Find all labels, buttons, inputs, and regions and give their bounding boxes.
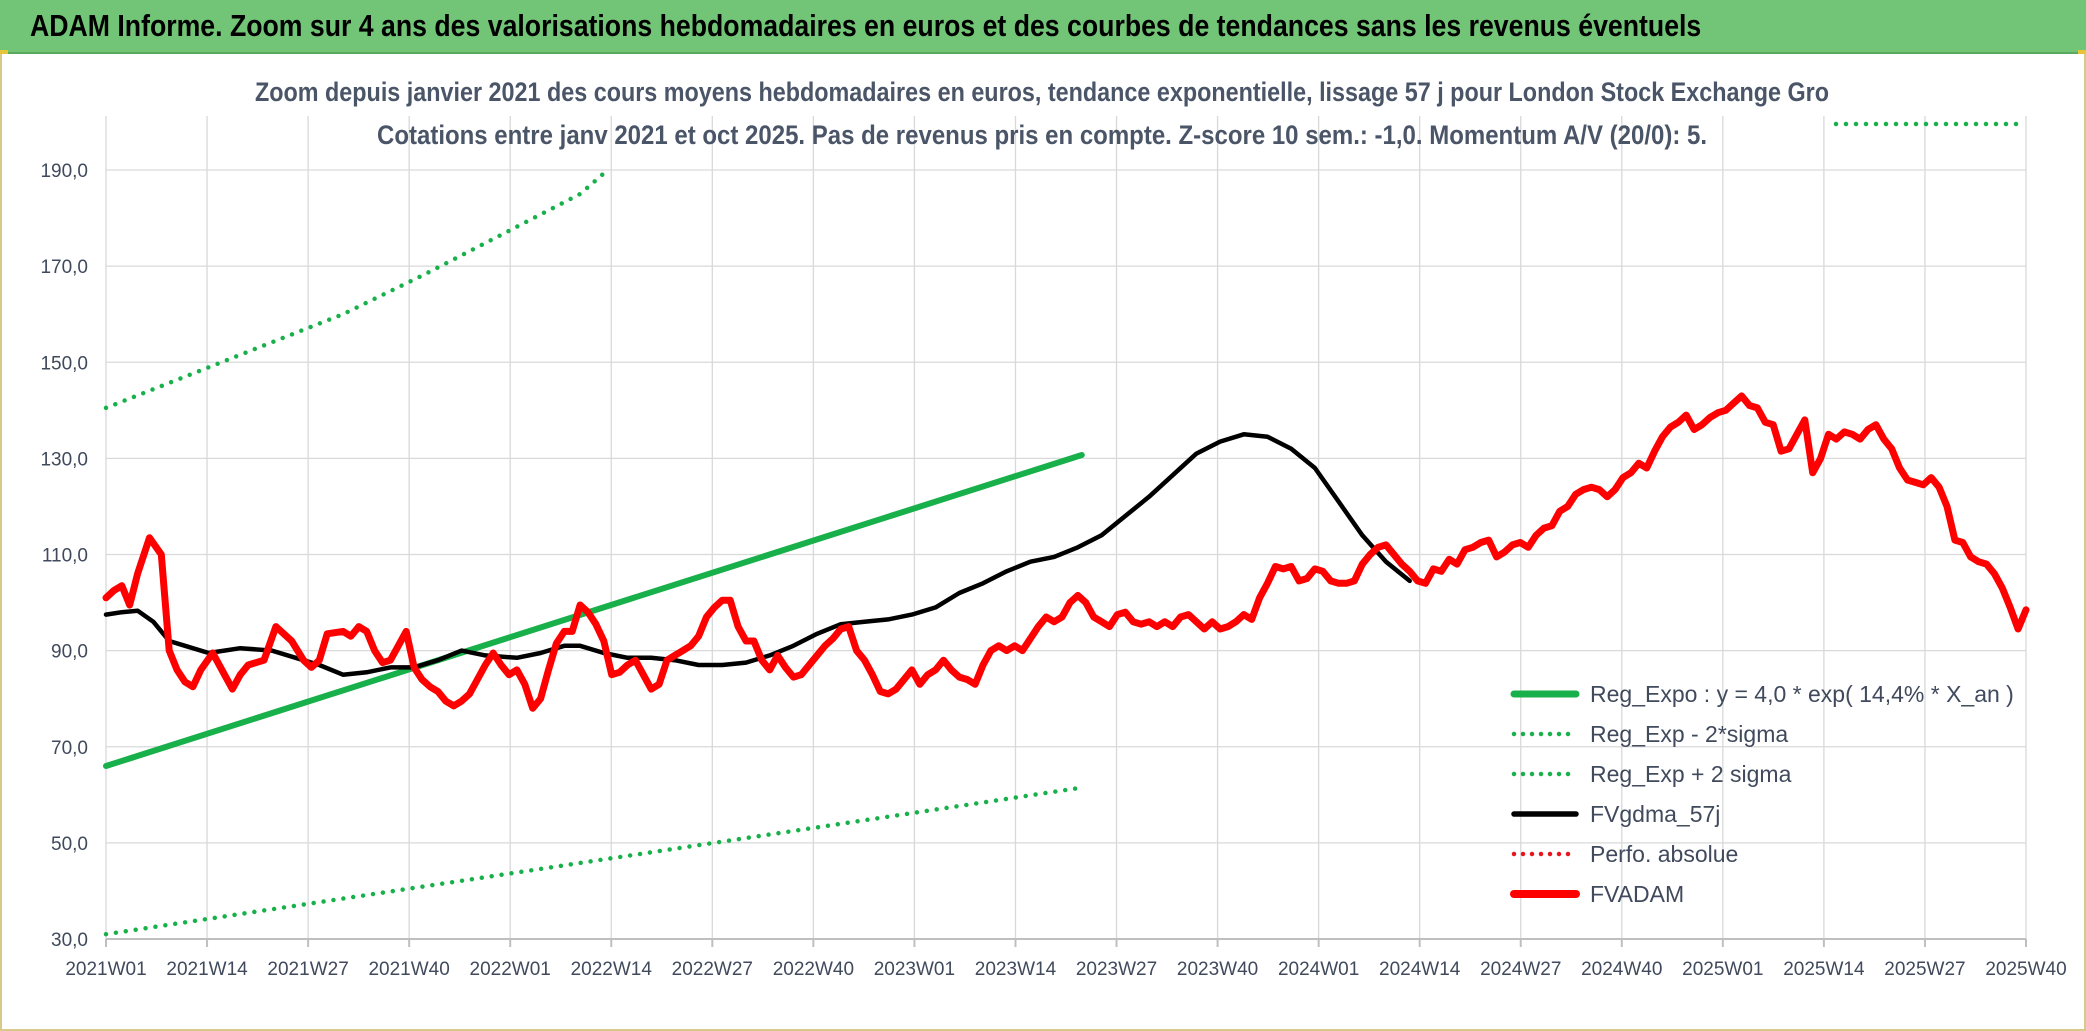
series-line-reg-exp bbox=[103, 785, 1085, 937]
series-line-fvadam bbox=[102, 392, 2030, 712]
x-tick-label: 2024W14 bbox=[1379, 959, 1461, 980]
series-line-reg-exp bbox=[103, 167, 610, 411]
x-tick-label: 2025W27 bbox=[1884, 959, 1965, 980]
legend-label: FVgdma_57j bbox=[1590, 801, 1720, 827]
series-lines bbox=[102, 121, 2030, 937]
y-axis-ticks: 190,0 170,0 150,0 130,0 110,0 90,0 70,0 50,0 30,… bbox=[40, 161, 88, 951]
x-tick-label: 2024W01 bbox=[1278, 959, 1359, 980]
y-tick-label: 50,0 bbox=[51, 834, 88, 855]
banner-corner-mark-left bbox=[0, 50, 8, 54]
x-tick-label: 2022W40 bbox=[773, 959, 854, 980]
x-tick-label: 2021W40 bbox=[368, 959, 449, 980]
legend-label: FVADAM bbox=[1590, 881, 1684, 907]
x-axis-ticks: 2021W01 2021W14 2021W27 2021W40 2022W01 2022W… bbox=[65, 959, 2066, 980]
legend-box bbox=[1510, 667, 2030, 977]
y-tick-label: 130,0 bbox=[40, 449, 88, 470]
y-tick-label: 150,0 bbox=[40, 353, 88, 374]
x-tick-label: 2025W40 bbox=[1985, 959, 2066, 980]
report-title: ADAM Informe. Zoom sur 4 ans des valoris… bbox=[30, 8, 1702, 43]
x-tick-label: 2022W14 bbox=[571, 959, 653, 980]
grid bbox=[105, 116, 2027, 947]
x-tick-label: 2023W14 bbox=[975, 959, 1057, 980]
x-tick-label: 2024W27 bbox=[1480, 959, 1561, 980]
legend-label: Reg_Expo : y = 4,0 * exp( 14,4% * X_an ) bbox=[1590, 681, 2014, 707]
legend-label: Reg_Exp + 2 sigma bbox=[1590, 761, 1792, 787]
x-tick-label: 2021W01 bbox=[65, 959, 146, 980]
trend-chart: 190,0 170,0 150,0 130,0 110,0 90,0 70,0 50,0 30,… bbox=[40, 77, 2066, 980]
x-tick-label: 2024W40 bbox=[1581, 959, 1662, 980]
y-tick-label: 110,0 bbox=[42, 546, 88, 567]
y-tick-label: 190,0 bbox=[40, 161, 88, 182]
x-tick-label: 2021W14 bbox=[166, 959, 248, 980]
chart-subtitle: Cotations entre janv 2021 et oct 2025. P… bbox=[377, 120, 1707, 150]
y-tick-label: 90,0 bbox=[51, 642, 88, 663]
x-tick-label: 2025W14 bbox=[1783, 959, 1865, 980]
x-tick-label: 2021W27 bbox=[267, 959, 348, 980]
y-tick-label: 30,0 bbox=[51, 930, 88, 951]
legend: Reg_Expo : y = 4,0 * exp( 14,4% * X_an )… bbox=[1510, 681, 2014, 907]
series-line-reg-expo bbox=[103, 452, 1085, 769]
x-tick-label: 2022W01 bbox=[470, 959, 551, 980]
title-banner: ADAM Informe. Zoom sur 4 ans des valoris… bbox=[0, 0, 2086, 54]
legend-label: Reg_Exp - 2*sigma bbox=[1590, 721, 1788, 747]
x-tick-label: 2023W27 bbox=[1076, 959, 1157, 980]
x-tick-label: 2025W01 bbox=[1682, 959, 1763, 980]
banner-corner-mark-right bbox=[2078, 50, 2086, 54]
chart-title: Zoom depuis janvier 2021 des cours moyen… bbox=[255, 77, 1829, 107]
x-tick-label: 2022W27 bbox=[672, 959, 753, 980]
x-tick-label: 2023W01 bbox=[874, 959, 955, 980]
x-tick-label: 2023W40 bbox=[1177, 959, 1258, 980]
legend-label: Perfo. absolue bbox=[1590, 841, 1738, 867]
y-tick-label: 170,0 bbox=[40, 257, 88, 278]
y-tick-label: 70,0 bbox=[51, 738, 88, 759]
